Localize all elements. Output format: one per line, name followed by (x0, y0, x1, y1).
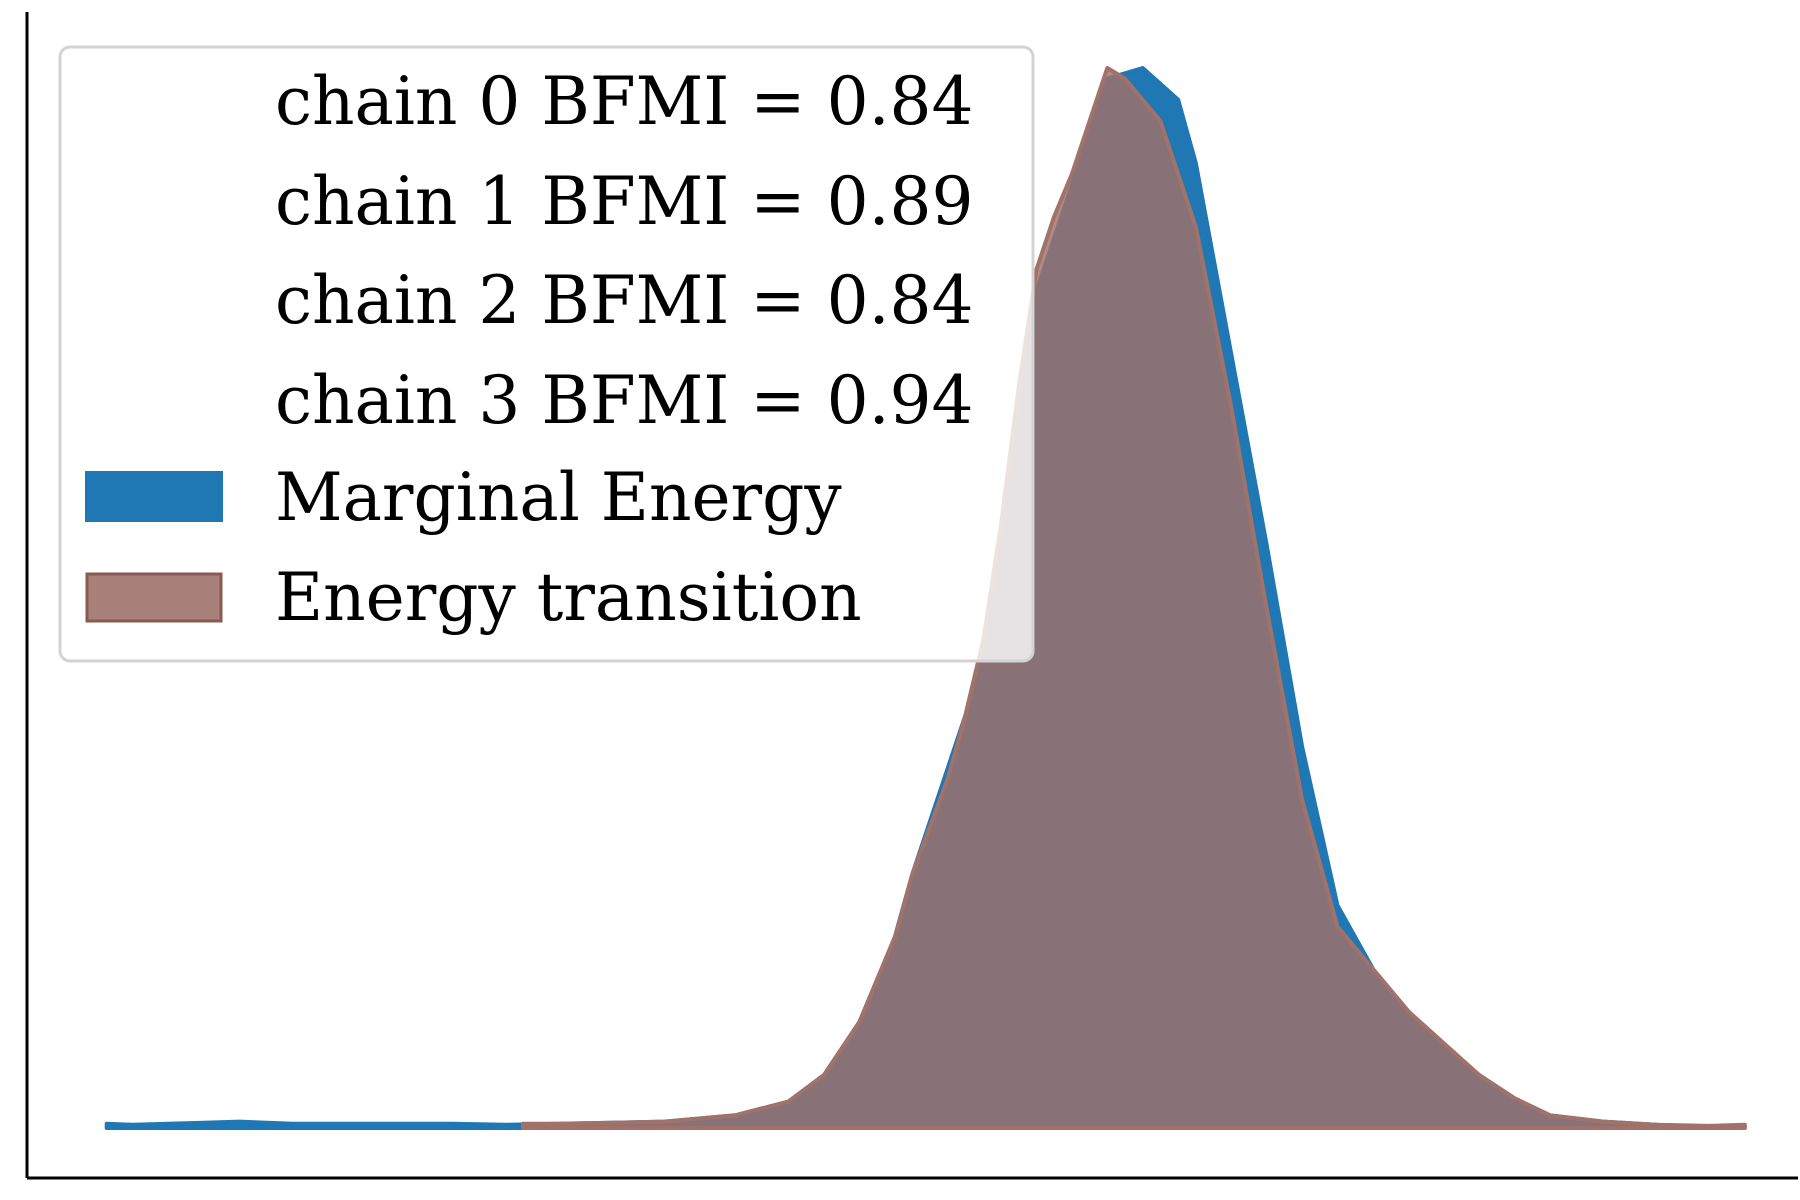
legend-energy-transition: Energy transition (275, 559, 862, 636)
legend: chain 0 BFMI = 0.84 chain 1 BFMI = 0.89 … (58, 45, 1035, 663)
legend-chain-0: chain 0 BFMI = 0.84 (275, 63, 974, 140)
legend-swatch-energy-transition (85, 572, 223, 623)
legend-box (58, 45, 1035, 663)
legend-chain-1: chain 1 BFMI = 0.89 (275, 163, 974, 240)
legend-chain-2: chain 2 BFMI = 0.84 (275, 262, 974, 339)
area-energy-transition (520, 66, 1747, 1130)
legend-chain-3: chain 3 BFMI = 0.94 (275, 362, 974, 439)
legend-swatch-marginal-energy (85, 471, 223, 522)
legend-marginal-energy: Marginal Energy (275, 459, 842, 536)
